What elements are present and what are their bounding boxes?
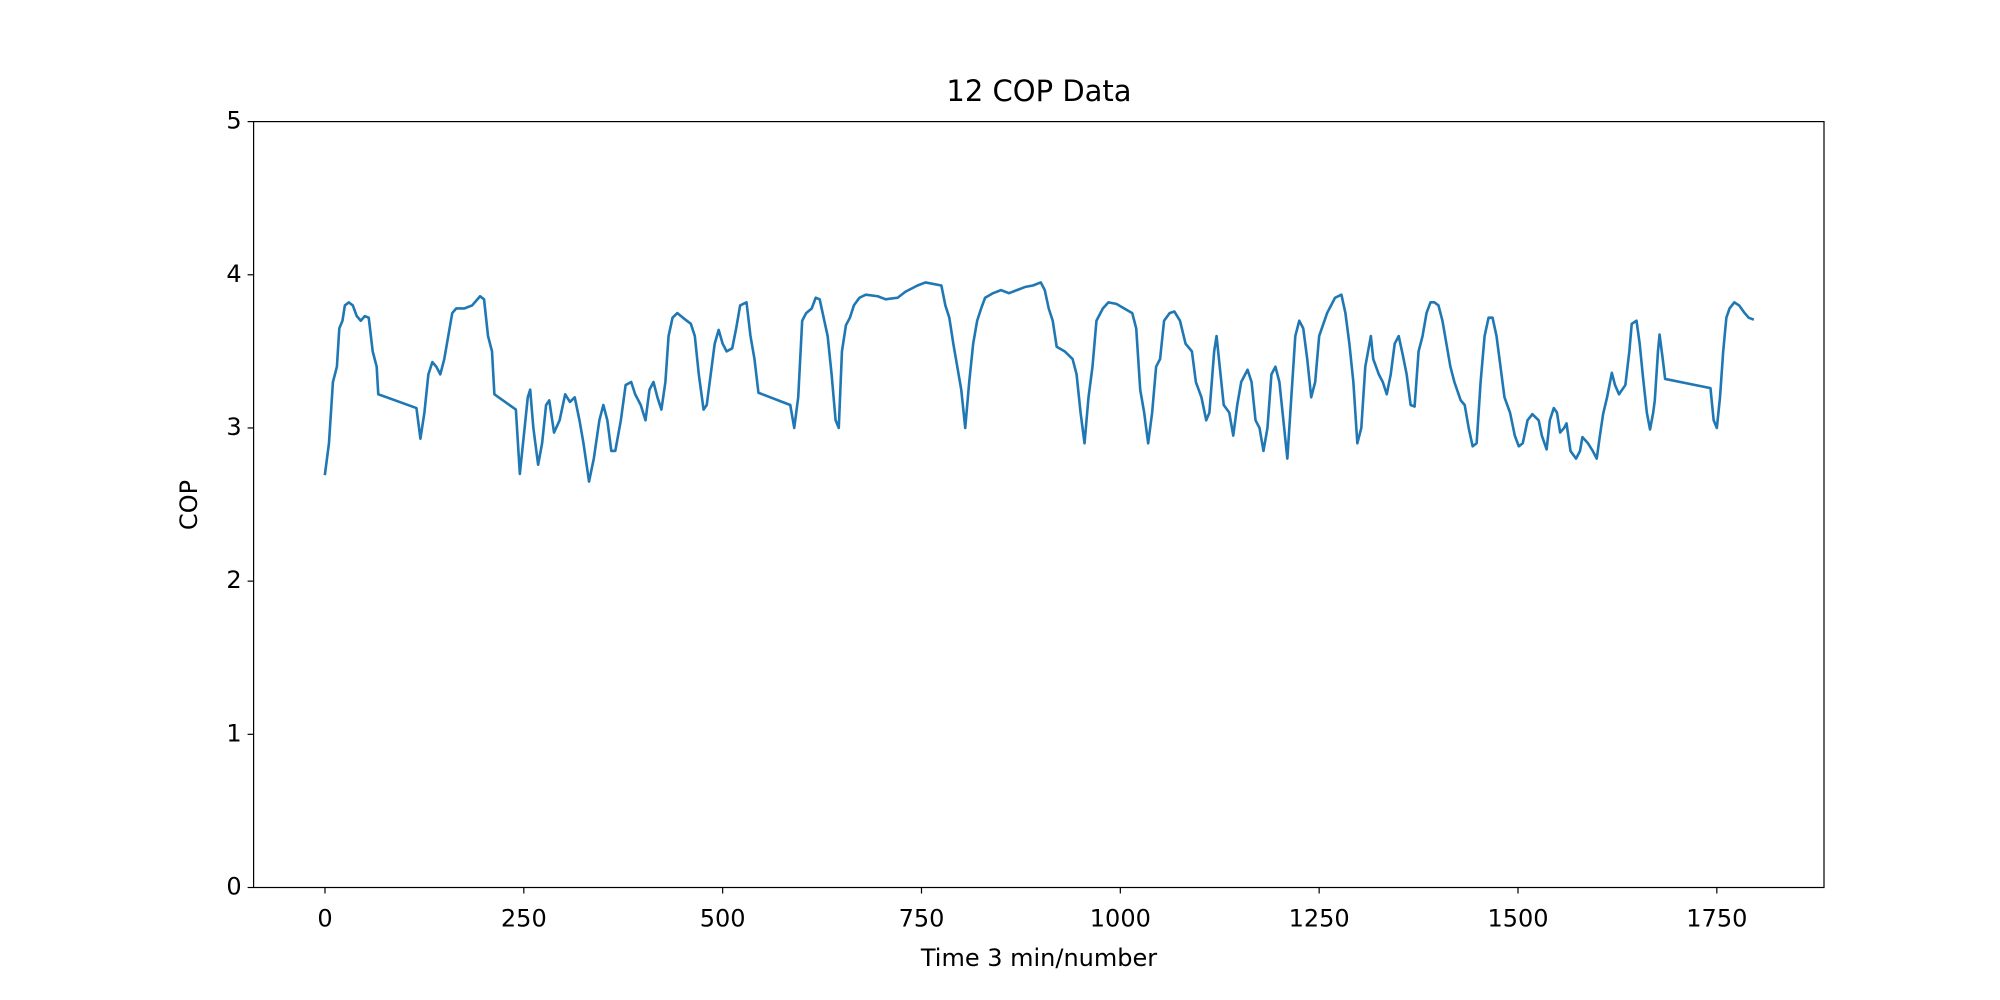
x-tick-label: 1000 [1090,905,1151,933]
x-tick-label: 0 [317,905,332,933]
data-line [323,281,1755,483]
y-tick-label: 5 [226,107,241,135]
y-tick-label: 3 [226,413,241,441]
x-tick-label: 500 [700,905,746,933]
y-tick-label: 2 [226,566,241,594]
chart-title: 12 COP Data [946,74,1131,108]
plot-frame [253,120,1825,889]
x-tick-label: 1250 [1289,905,1350,933]
y-tick-label: 0 [226,873,241,901]
y-axis-label: COP [175,480,203,530]
x-tick-label: 250 [501,905,547,933]
x-axis-label: Time 3 min/number [920,944,1157,972]
y-tick-label: 4 [226,260,241,288]
x-tick-label: 1750 [1686,905,1747,933]
x-tick-label: 750 [899,905,945,933]
x-tick-label: 1500 [1487,905,1548,933]
y-tick-label: 1 [226,719,241,747]
